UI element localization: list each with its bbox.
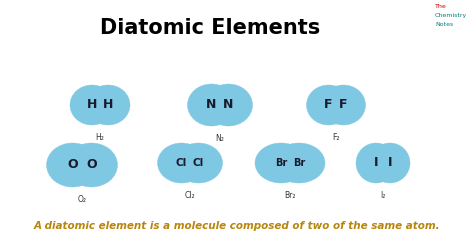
Ellipse shape — [174, 143, 222, 183]
Text: H: H — [103, 98, 113, 112]
Text: Chemistry: Chemistry — [435, 13, 467, 18]
Ellipse shape — [65, 143, 118, 187]
Ellipse shape — [321, 85, 365, 125]
Text: The: The — [435, 4, 447, 9]
Ellipse shape — [307, 85, 350, 125]
Text: H₂: H₂ — [96, 133, 104, 142]
Ellipse shape — [46, 143, 99, 187]
Ellipse shape — [157, 143, 206, 183]
Text: Br₂: Br₂ — [284, 191, 296, 200]
Ellipse shape — [86, 85, 130, 125]
Text: F: F — [339, 98, 348, 112]
Text: Cl: Cl — [176, 158, 187, 168]
Text: Cl: Cl — [193, 158, 204, 168]
Text: F₂: F₂ — [332, 133, 340, 142]
Text: Diatomic Elements: Diatomic Elements — [100, 18, 320, 38]
Text: Br: Br — [275, 158, 287, 168]
Ellipse shape — [370, 143, 410, 183]
Text: N: N — [206, 98, 217, 112]
Text: N: N — [223, 98, 234, 112]
Ellipse shape — [356, 143, 396, 183]
Text: Notes: Notes — [435, 22, 453, 27]
Text: F: F — [324, 98, 333, 112]
Ellipse shape — [70, 85, 114, 125]
Text: I: I — [388, 156, 392, 169]
Text: I: I — [374, 156, 378, 169]
Text: N₂: N₂ — [216, 134, 224, 143]
Text: I₂: I₂ — [380, 191, 386, 200]
Ellipse shape — [204, 84, 253, 126]
Text: O: O — [67, 158, 78, 172]
Ellipse shape — [255, 143, 307, 183]
Text: A diatomic element is a molecule composed of two of the same atom.: A diatomic element is a molecule compose… — [34, 221, 440, 231]
Text: O: O — [86, 158, 97, 172]
Text: H: H — [87, 98, 97, 112]
Text: Cl₂: Cl₂ — [185, 191, 195, 200]
Text: O₂: O₂ — [78, 195, 86, 204]
Ellipse shape — [273, 143, 325, 183]
Text: Br: Br — [293, 158, 305, 168]
Ellipse shape — [188, 84, 236, 126]
